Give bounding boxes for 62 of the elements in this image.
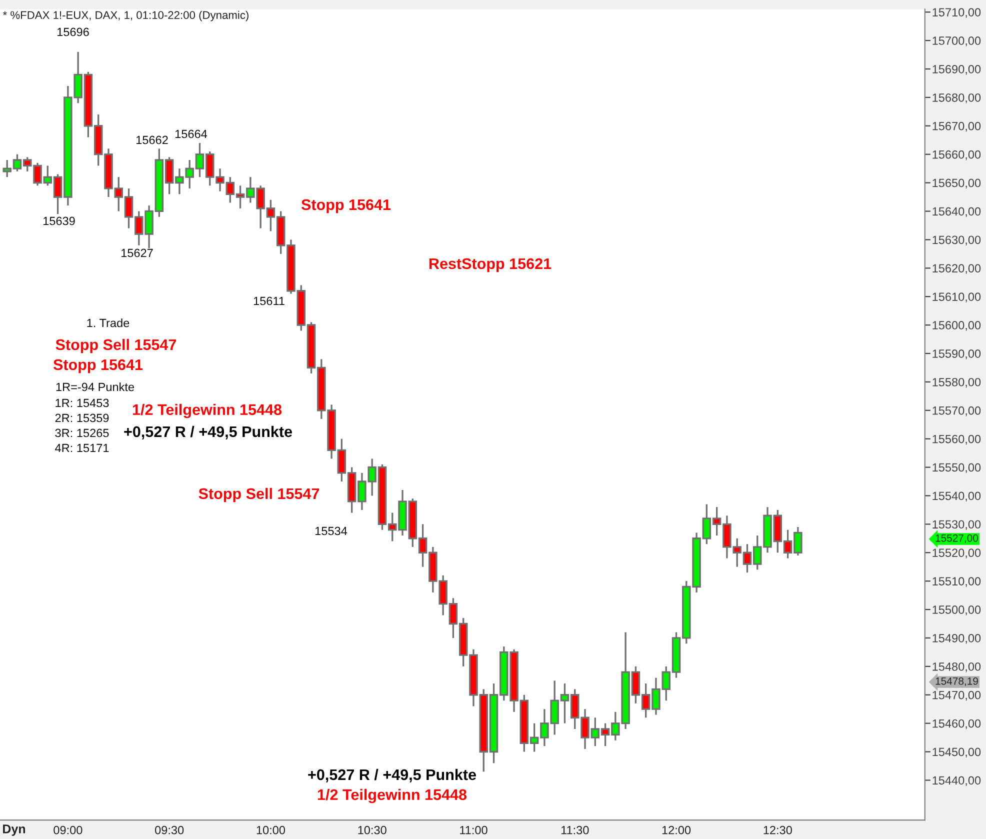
y-tick-label: 15610,00 bbox=[932, 292, 981, 302]
annotation: Stopp Sell 15547 bbox=[198, 488, 320, 502]
y-tick-label: 15450,00 bbox=[932, 748, 981, 758]
annotation: 15696 bbox=[57, 28, 89, 36]
y-tick-label: 15470,00 bbox=[932, 690, 981, 701]
y-tick-label: 15570,00 bbox=[932, 406, 981, 416]
annotation: 1R: 15453 bbox=[56, 398, 109, 408]
annotation: 15639 bbox=[43, 216, 75, 226]
y-tick-label: 15650,00 bbox=[932, 178, 981, 189]
annotation: 1/2 Teilgewinn 15448 bbox=[318, 788, 467, 804]
y-tick-label: 15460,00 bbox=[932, 719, 981, 730]
annotation: +0,527 R / +49,5 Punkte bbox=[124, 426, 292, 440]
annotation: RestStopp 15621 bbox=[429, 258, 552, 272]
y-tick-label: 15690,00 bbox=[932, 65, 981, 75]
annotation: 1R=-94 Punkte bbox=[56, 382, 134, 392]
y-tick-label: 15630,00 bbox=[932, 236, 981, 246]
x-tick-label: 11:00 bbox=[460, 826, 488, 834]
annotation: +0,527 R / +49,5 Punkte bbox=[308, 768, 476, 782]
y-tick-label: 15530,00 bbox=[932, 520, 981, 530]
chart-title: * %FDAX 1!-EUX, DAX, 1, 01:10-22:00 (Dynamic) bbox=[2, 10, 248, 22]
y-tick-label: 15670,00 bbox=[932, 122, 981, 132]
x-tick-label: 12:30 bbox=[764, 826, 792, 834]
x-tick-label: 09:30 bbox=[155, 826, 184, 834]
y-tick-label: 15710,00 bbox=[932, 8, 981, 18]
y-tick-label: 15510,00 bbox=[932, 577, 981, 587]
y-tick-label: 15580,00 bbox=[932, 378, 981, 388]
y-tick-label: 15640,00 bbox=[932, 207, 981, 218]
annotation: Stopp 15641 bbox=[301, 199, 391, 214]
y-tick-label: 15500,00 bbox=[932, 606, 981, 616]
y-tick-label: 15480,00 bbox=[932, 662, 981, 672]
y-tick-label: 15560,00 bbox=[932, 434, 981, 445]
x-tick-label: 11:30 bbox=[561, 826, 589, 834]
annotation: 3R: 15265 bbox=[55, 428, 109, 438]
text: Dyn bbox=[3, 824, 26, 836]
y-tick-label: 15700,00 bbox=[932, 36, 981, 46]
y-tick-label: 15620,00 bbox=[932, 264, 981, 274]
annotation: 1/2 Teilgewinn 15448 bbox=[132, 404, 282, 418]
annotation: 15627 bbox=[121, 248, 153, 258]
annotation: 15664 bbox=[175, 130, 208, 138]
text: 15478,19 bbox=[936, 677, 978, 686]
annotation: 15534 bbox=[315, 526, 348, 536]
y-tick-label: 15590,00 bbox=[932, 350, 981, 360]
x-tick-label: 10:00 bbox=[256, 826, 286, 834]
y-tick-label: 15490,00 bbox=[932, 634, 981, 644]
y-tick-label: 15440,00 bbox=[932, 776, 981, 786]
y-tick-label: 15550,00 bbox=[932, 463, 981, 474]
y-tick-label: 15660,00 bbox=[932, 150, 981, 160]
annotation: 4R: 15171 bbox=[55, 444, 109, 452]
annotation: 15611 bbox=[254, 296, 284, 306]
y-tick-label: 15600,00 bbox=[932, 321, 981, 331]
annotation: Stopp 15641 bbox=[53, 359, 143, 374]
annotation: Stopp Sell 15547 bbox=[56, 338, 176, 354]
annotation: 2R: 15359 bbox=[55, 414, 109, 422]
x-tick-label: 12:00 bbox=[662, 826, 691, 834]
text: 15527,00 bbox=[936, 534, 978, 544]
annotation: 1. Trade bbox=[87, 318, 130, 328]
y-tick-label: 15540,00 bbox=[932, 492, 981, 502]
y-tick-label: 15520,00 bbox=[932, 548, 981, 558]
y-tick-label: 15680,00 bbox=[932, 93, 981, 104]
x-tick-label: 10:30 bbox=[358, 826, 386, 834]
x-tick-label: 09:00 bbox=[54, 826, 82, 834]
annotation: 15662 bbox=[136, 136, 168, 144]
